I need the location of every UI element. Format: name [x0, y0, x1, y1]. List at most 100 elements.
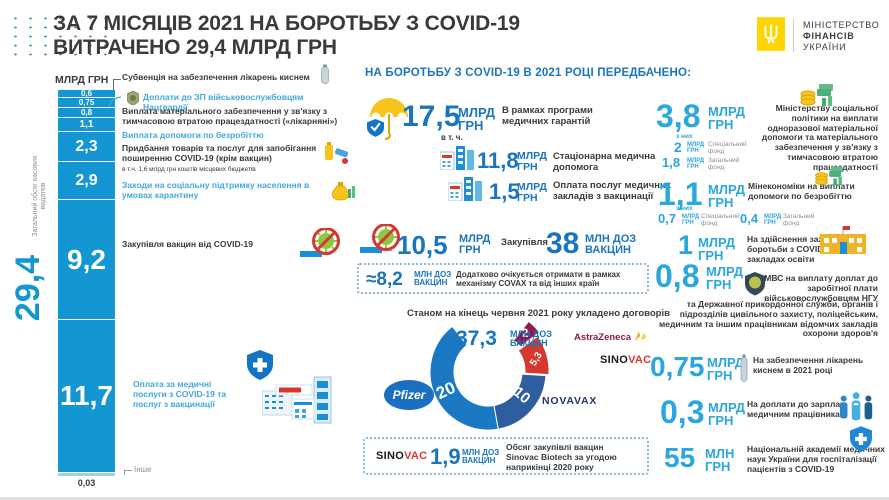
sinovac-deal-unit: МЛН ДОЗ ВАКЦИН [462, 448, 500, 466]
shield-cross-icon [850, 426, 872, 452]
right-item-value: 3,8 [656, 98, 701, 134]
mvs-badge-icon [745, 272, 765, 296]
vacc-services-value: 1,5 [489, 179, 520, 204]
page-title-line1: ЗА 7 МІСЯЦІВ 2021 НА БОРОТЬБУ З COVID-19 [53, 12, 520, 35]
right-item-desc2: та Державної прикордонної служби, органі… [658, 299, 878, 339]
hospital-small-icon [448, 177, 482, 201]
sinovac-deal-logo-red: VAC [404, 450, 428, 462]
right-sub-value: 0,4 [740, 211, 759, 226]
right-sub-unit: МЛРД ГРН [687, 158, 705, 171]
bar-segment: 0,8 [58, 108, 115, 118]
doses-unit: МЛН ДОЗ ВАКЦИН [585, 233, 637, 257]
hospital-small-icon [440, 146, 474, 170]
middle-heading: НА БОРОТЬБУ З COVID-19 В 2021 РОЦІ ПЕРЕД… [365, 67, 692, 79]
logo-org-name: МІНІСТЕРСТВО ФІНАНСІВ УКРАЇНИ [803, 20, 880, 53]
sinovac-logo: SINOVAC [600, 354, 651, 366]
right-item-value: 55 [664, 442, 696, 473]
procurement-value: 10,5 [397, 230, 448, 260]
medical-workers-icon [839, 392, 873, 421]
bar-label-oxygen-subvention: Субвенція на забезпечення лікарень кисне… [122, 72, 310, 82]
connector-arrow [108, 96, 122, 108]
right-item-unit: МЛРД ГРН [708, 104, 746, 133]
bar-label-goods: Придбання товарів та послуг для запобіга… [122, 143, 317, 163]
school-icon [820, 226, 866, 254]
logo-org-line1: МІНІСТЕРСТВО [803, 20, 880, 30]
oxygen-cylinder-icon [740, 354, 748, 382]
right-item-unit: МЛРД ГРН [706, 264, 744, 293]
bar-segment-value: 0,6 [80, 89, 93, 98]
right-item-value: 0,3 [660, 394, 705, 430]
logo-org-line2: ФІНАНСІВ [803, 31, 855, 41]
bar-segment-value: 0,8 [80, 108, 93, 117]
right-item-unit: МЛРД ГРН [708, 400, 746, 429]
bar-axis-label: МЛРД ГРН [55, 74, 109, 86]
right-item-desc: На здійснення заходів боротьби з COVID-1… [747, 234, 844, 264]
sinovac-logo-red: VAC [628, 354, 652, 366]
umbrella-shield-icon [367, 98, 408, 140]
oxygen-cylinder-icon [321, 64, 329, 84]
sinovac-deal-logo: SINOVAC [376, 450, 427, 462]
procurement-label: Закупівля [501, 237, 548, 248]
donut-slice-astrazeneca [513, 320, 541, 348]
sinovac-deal-desc: Обсяг закупівлі вакцин Sinovac Biotech з… [506, 442, 617, 472]
right-item-unit: МЛРД ГРН [708, 182, 746, 211]
stationary-unit: МЛРД ГРН [517, 150, 547, 173]
right-sub-unit: МЛРД ГРН [687, 142, 705, 155]
right-item-value: 0,75 [650, 351, 705, 382]
bar-total-value: 29,4 [8, 254, 47, 322]
money-bag-icon [331, 182, 355, 201]
bar-segment: 11,7 [58, 320, 115, 472]
covax-unit: МЛН ДОЗ ВАКЦИН [414, 270, 452, 288]
bar-total-caption: Загальний обсяг касових видатків [32, 155, 47, 237]
vaccine-donut-chart: 20 10 5,3 2 [429, 320, 550, 431]
right-item-desc: МВС на виплату доплат до заробітної плат… [764, 273, 878, 303]
right-item-unit: МЛН ГРН [705, 446, 735, 475]
right-sub-fund: Загальний фонд [783, 213, 815, 227]
vacc-services-desc: Оплата послуг медичних закладів з вакцин… [553, 180, 672, 202]
minfin-emblem-icon [757, 17, 785, 51]
vacc-services-unit: МЛРД ГРН [517, 181, 547, 204]
bar-label-other: Інше [134, 465, 152, 474]
bar-segment-other [58, 473, 115, 476]
bar-label-vaccine-procurement: Закупівля вакцин від COVID-19 [122, 239, 253, 249]
right-sub-fund: Загальний фонд [708, 157, 740, 171]
donut-center-value: 37,3 [456, 327, 497, 350]
bar-segment-value: 1,1 [79, 119, 94, 130]
hospital-icon [262, 376, 332, 424]
bar-segment: 9,2 [58, 200, 115, 320]
right-sub-unit: МЛРД ГРН [682, 214, 700, 227]
astrazeneca-mark-icon [634, 331, 646, 341]
sinovac-deal-box [363, 437, 649, 475]
astrazeneca-logo-text: AstraZeneca [574, 332, 632, 343]
donut-slice-sinovac [517, 335, 550, 376]
no-virus-syringe-icon [300, 228, 340, 257]
sinovac-logo-black: SINO [600, 354, 629, 366]
bar-segment-value: 2,3 [75, 137, 98, 155]
bar-label-sick-leave: Виплата матеріального забезпечення у зв'… [122, 106, 338, 126]
donut-center-prefix: на [442, 334, 453, 344]
bottom-border [0, 497, 889, 500]
right-item-value: 1,1 [658, 176, 703, 212]
logo-org-line3: УКРАЇНИ [803, 42, 847, 52]
bar-label-goods-note: в т.ч. 1,6 млрд грн коштів місцевих бюдж… [122, 166, 256, 173]
including-label: в т. ч. [441, 133, 463, 142]
donut-slice-novavax [493, 373, 547, 430]
bar-segment: 1,1 [58, 118, 115, 132]
right-item-desc: Міністерству соціальної політики на випл… [761, 103, 878, 172]
right-sub-unit: МЛРД ГРН [764, 214, 782, 227]
bar-label-unemployment: Виплата допомоги по безробіттю [122, 130, 264, 140]
pfizer-logo: Pfizer [384, 380, 434, 410]
right-item-desc: На забезпечення лікарень киснем в 2021 р… [753, 355, 864, 375]
goods-icon [325, 142, 349, 164]
bar-label-medical-services: Оплата за медичні послуги з COVID-19 та … [133, 379, 227, 409]
bar-segment: 2,9 [58, 162, 115, 200]
logo-divider [793, 18, 794, 52]
doses-value: 38 [546, 227, 580, 260]
right-item-desc: Національній академії медичних наук Укра… [747, 444, 885, 474]
sinovac-deal-value: 1,9 [430, 444, 461, 469]
right-item-desc: Мінекономіки на виплати допомоги по безр… [748, 181, 855, 201]
sinovac-deal-logo-black: SINO [376, 450, 405, 462]
bar-segment-value: 0,75 [78, 98, 95, 107]
covax-value: ≈8,2 [366, 269, 403, 290]
